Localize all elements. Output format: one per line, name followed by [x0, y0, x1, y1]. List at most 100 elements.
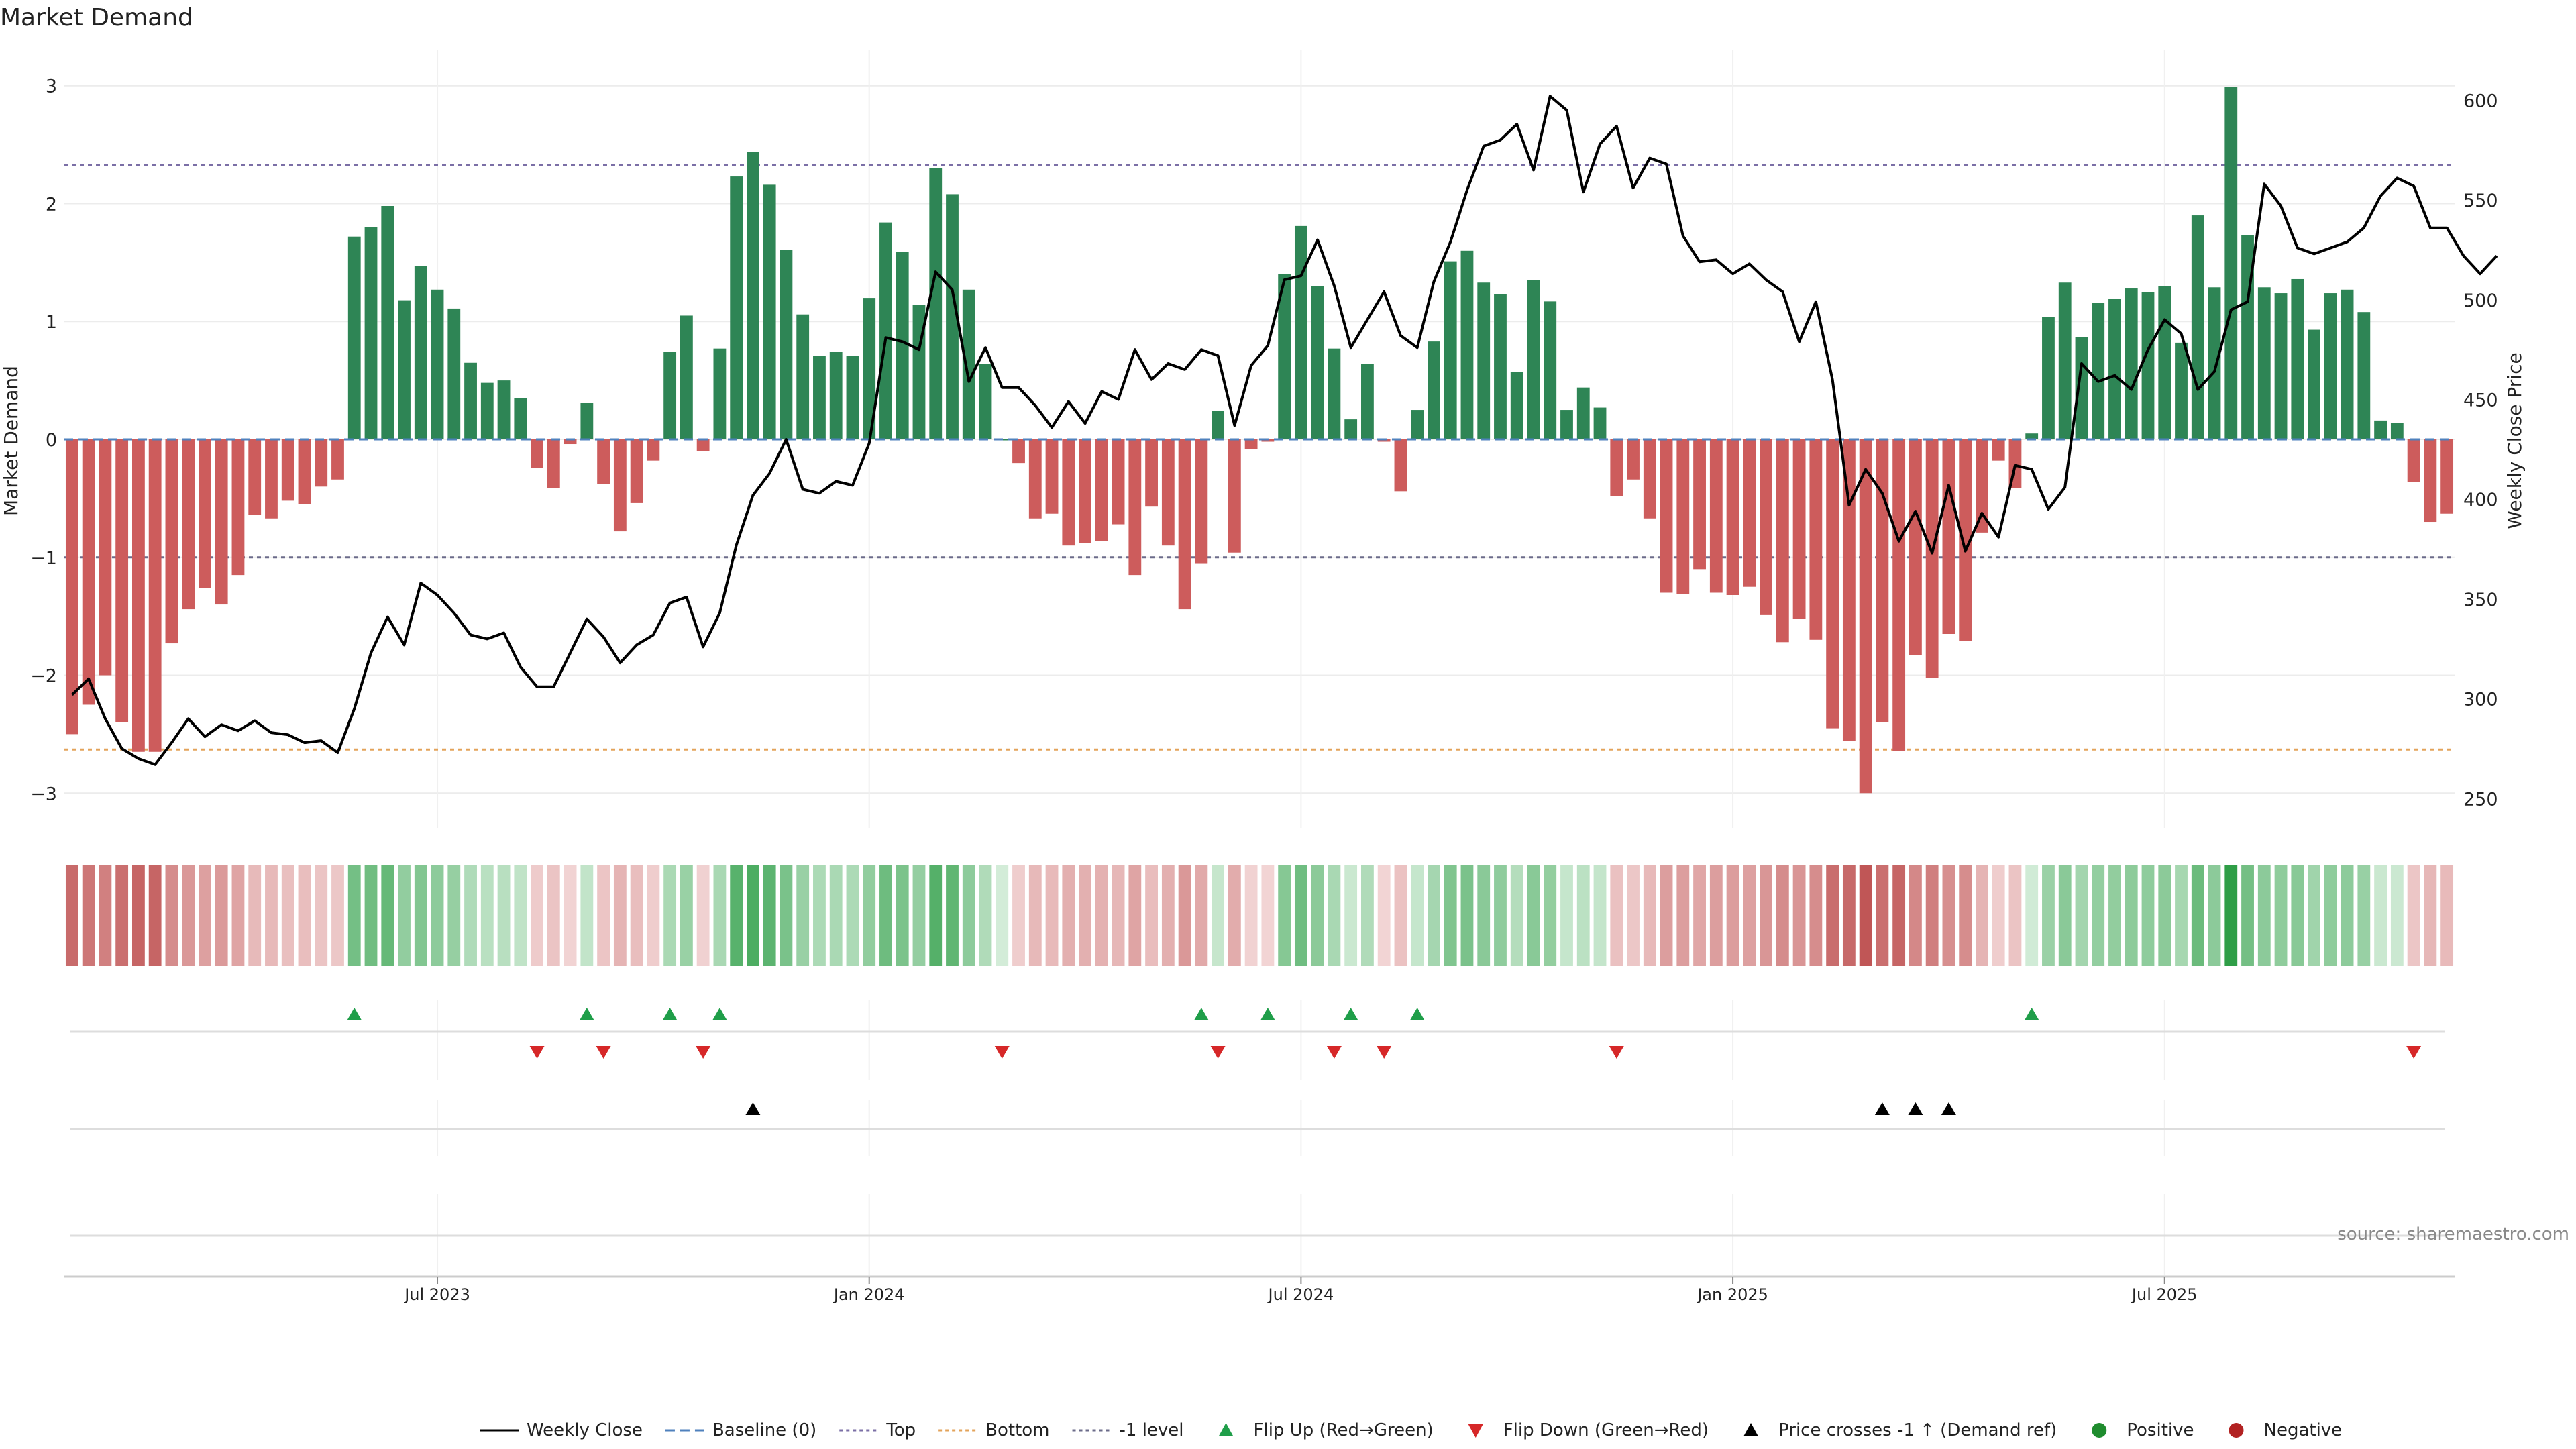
- heat-cell: [165, 865, 178, 966]
- heat-cell: [364, 865, 378, 966]
- negative-demand-bar: [1028, 439, 1042, 519]
- positive-demand-bar: [1544, 301, 1557, 439]
- positive-demand-bar: [1344, 419, 1358, 439]
- negative-demand-bar: [1992, 439, 2005, 461]
- flip-down-marker: [529, 1046, 545, 1059]
- heat-cell: [896, 865, 909, 966]
- heat-cell: [1394, 865, 1407, 966]
- positive-demand-bar: [2374, 420, 2387, 439]
- negative-demand-bar: [2424, 439, 2437, 523]
- heat-cell: [1161, 865, 1175, 966]
- heat-cell: [1610, 865, 1623, 966]
- heat-cell: [148, 865, 162, 966]
- heat-cell: [1976, 865, 1988, 966]
- left-tick-label: −3: [30, 784, 57, 804]
- positive-demand-bar: [1576, 387, 1590, 439]
- heat-cell: [929, 865, 943, 966]
- positive-demand-bar: [2158, 286, 2171, 439]
- positive-demand-bar: [1294, 225, 1307, 439]
- negative-demand-bar: [1394, 439, 1407, 492]
- heat-cell: [2125, 865, 2138, 966]
- negative-demand-bar: [1976, 439, 1988, 533]
- negative-demand-bar: [1128, 439, 1142, 576]
- positive-demand-bar: [2191, 215, 2204, 439]
- heat-cell: [1294, 865, 1307, 966]
- heat-cell: [1012, 865, 1025, 966]
- heat-cell: [680, 865, 693, 966]
- heat-cell: [2191, 865, 2204, 966]
- heat-cell: [2175, 865, 2188, 966]
- source-note: source: sharemaestro.com: [2337, 1224, 2569, 1244]
- heat-cell: [1261, 865, 1275, 966]
- heat-cell: [1244, 865, 1258, 966]
- heat-cell: [1428, 865, 1440, 966]
- heat-cell: [597, 865, 610, 966]
- negative-demand-bar: [1112, 439, 1125, 525]
- positive-demand-bar: [879, 222, 892, 439]
- legend-label: Flip Down (Green→Red): [1503, 1420, 1709, 1440]
- flip-down-marker: [1210, 1046, 1226, 1059]
- heat-cell: [564, 865, 577, 966]
- negative-demand-bar: [1195, 439, 1208, 564]
- negative-demand-bar: [547, 439, 560, 488]
- heat-cell: [447, 865, 461, 966]
- negative-demand-bar: [647, 439, 660, 461]
- heat-cell: [1045, 865, 1059, 966]
- heat-cell: [979, 865, 992, 966]
- heat-cell: [696, 865, 710, 966]
- heat-cell: [2324, 865, 2337, 966]
- heat-cell: [2092, 865, 2105, 966]
- negative-demand-bar: [1792, 439, 1806, 619]
- left-tick-label: 0: [46, 430, 57, 451]
- legend-label: Baseline (0): [712, 1420, 816, 1440]
- heat-cell: [331, 865, 344, 966]
- right-tick-label: 300: [2463, 690, 2498, 710]
- positive-demand-bar: [2357, 312, 2371, 439]
- heat-cell: [265, 865, 278, 966]
- positive-demand-bar: [979, 364, 992, 439]
- right-tick-label: 400: [2463, 490, 2498, 511]
- chart-title: Market Demand: [0, 4, 193, 32]
- heat-cell: [2208, 865, 2221, 966]
- positive-demand-bar: [2108, 299, 2121, 439]
- heat-cell: [1112, 865, 1125, 966]
- negative-demand-bar: [1925, 439, 1939, 678]
- positive-demand-bar: [1560, 410, 1573, 439]
- heat-cell: [1328, 865, 1341, 966]
- positive-demand-bar: [1477, 282, 1491, 439]
- legend: Weekly Close Baseline (0) Top Bottom -1 leve…: [480, 1420, 2342, 1440]
- negative-demand-bar: [281, 439, 294, 501]
- positive-demand-bar: [2341, 289, 2354, 439]
- flip-up-marker: [579, 1008, 594, 1020]
- heat-cell: [1776, 865, 1789, 966]
- left-axis-label: Market Demand: [0, 366, 22, 516]
- heat-cell: [1627, 865, 1640, 966]
- heat-cell: [2407, 865, 2420, 966]
- negative-demand-bar: [1809, 439, 1823, 640]
- positive-demand-bar: [1361, 364, 1374, 439]
- positive-demand-bar: [846, 356, 859, 439]
- positive-demand-bar: [680, 315, 693, 439]
- heat-cell: [713, 865, 727, 966]
- heat-cell: [1079, 865, 1091, 966]
- positive-demand-bar: [2025, 433, 2039, 439]
- positive-demand-bar: [1212, 411, 1225, 439]
- negative-demand-bar: [1643, 439, 1656, 519]
- negative-demand-bar: [65, 439, 78, 735]
- heat-cell: [1544, 865, 1557, 966]
- heat-cell: [1494, 865, 1507, 966]
- heat-cell: [2224, 865, 2238, 966]
- heat-cell: [1593, 865, 1607, 966]
- heat-cell: [1377, 865, 1391, 966]
- price-cross-marker: [1941, 1102, 1956, 1115]
- legend-label: Price crosses -1 ↑ (Demand ref): [1778, 1420, 2057, 1440]
- heat-cell: [1876, 865, 1889, 966]
- heat-cell: [996, 865, 1009, 966]
- heat-cell: [497, 865, 511, 966]
- negative-demand-bar: [1228, 439, 1241, 553]
- positive-demand-bar: [730, 176, 743, 439]
- heat-cell: [2257, 865, 2271, 966]
- price-cross-marker: [745, 1102, 761, 1115]
- price-cross-panel: [70, 1100, 2445, 1156]
